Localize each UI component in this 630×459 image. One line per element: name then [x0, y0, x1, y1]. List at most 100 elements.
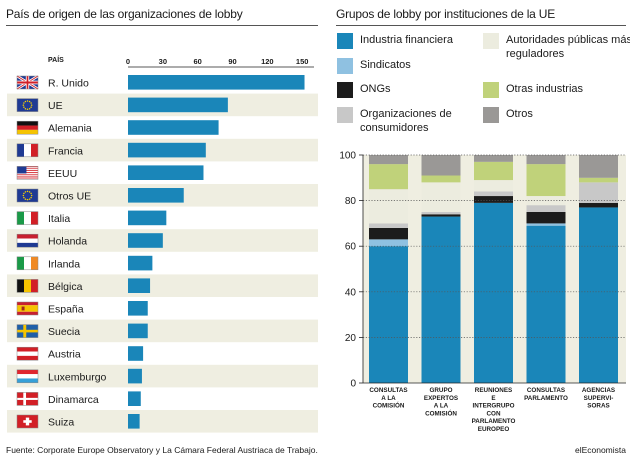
stacked-segment — [474, 202, 513, 383]
legend-label: Organizaciones de consumidores — [360, 108, 452, 134]
stacked-segment — [421, 214, 461, 217]
country-bar — [128, 301, 148, 316]
country-label: Otros UE — [48, 191, 91, 203]
country-bar — [128, 75, 305, 90]
usa-flag-icon — [16, 166, 39, 180]
country-bar — [128, 255, 153, 271]
italy-flag-icon — [16, 211, 39, 225]
stacked-segment — [526, 212, 566, 224]
france-flag-icon — [16, 143, 39, 158]
stacked-segment — [526, 205, 566, 212]
row-shade — [7, 364, 318, 388]
country-bar-chart: PAÍS 0 30 60 90 120 150 R. Unido UE Alemania Fran… — [7, 55, 318, 433]
stacked-segment — [474, 161, 513, 181]
country-label: Italia — [48, 213, 70, 225]
legend-label: ONGs — [360, 83, 391, 95]
country-label: Dinamarca — [48, 394, 99, 406]
country-bar — [128, 368, 142, 384]
country-bar — [128, 414, 140, 429]
legend-swatch — [337, 58, 353, 74]
legend-swatch — [337, 82, 353, 98]
legend-swatch — [337, 33, 353, 49]
legend-label: Autoridades públicas más reguladores — [506, 34, 630, 60]
spain-flag-icon — [16, 301, 39, 316]
legend-item: Organizaciones de consumidores — [337, 107, 490, 135]
country-bar — [128, 97, 228, 113]
country-bar — [128, 323, 148, 339]
stacked-segment — [369, 189, 408, 224]
country-bar — [128, 165, 204, 180]
germany-flag-icon — [16, 120, 39, 135]
row-shade — [7, 274, 318, 297]
stacked-segment — [474, 191, 513, 197]
luxembourg-flag-icon — [16, 369, 39, 384]
legend-swatch — [337, 107, 353, 123]
stacked-segment — [421, 212, 461, 215]
country-bar — [128, 233, 163, 248]
country-bar — [128, 142, 206, 158]
stacked-segment — [474, 180, 513, 192]
stacked-segment — [369, 164, 408, 190]
country-label: Luxemburgo — [48, 371, 107, 383]
stacked-segment — [421, 182, 461, 212]
stacked-segment — [579, 202, 618, 208]
left-title-rule — [6, 25, 318, 26]
x-tick-label: 30 — [159, 57, 167, 66]
y-tick-label: 20 — [345, 333, 357, 344]
country-column-header: PAÍS — [48, 55, 64, 64]
country-label: Austria — [48, 349, 81, 361]
stacked-segment — [579, 177, 618, 183]
country-label: Irlanda — [48, 258, 80, 270]
stacked-segment — [526, 155, 566, 165]
country-bar — [128, 210, 167, 226]
legend-item: Autoridades públicas más reguladores — [483, 33, 630, 61]
country-label: Francia — [48, 145, 83, 157]
stacked-segment — [369, 155, 408, 165]
y-tick-label: 60 — [345, 242, 357, 253]
source-note: Fuente: Corporate Europe Observatory y L… — [6, 445, 318, 455]
category-label: AGENCIAS SUPERVI-SORAS — [582, 387, 615, 410]
stacked-segment — [526, 225, 566, 383]
stacked-segment — [526, 164, 566, 197]
legend-item: Otros — [483, 107, 630, 123]
country-label: Alemania — [48, 123, 92, 135]
stacked-segment — [474, 196, 513, 203]
legend-swatch — [483, 107, 499, 123]
legend-label: Sindicatos — [360, 59, 411, 71]
belgium-flag-icon — [16, 279, 39, 293]
country-bar — [128, 188, 184, 203]
stacked-segment — [369, 227, 408, 240]
brand-logo: elEconomista — [574, 445, 626, 455]
country-label: España — [48, 304, 84, 316]
category-label: GRUPO EXPERTOS A LA COMISIÓN — [424, 387, 458, 417]
country-label: Bélgica — [48, 281, 83, 293]
eu-flag-icon — [16, 188, 39, 203]
legend-item: ONGs — [337, 82, 490, 98]
stacked-segment — [369, 239, 408, 247]
stacked-segment — [421, 175, 461, 183]
country-label: EEUU — [48, 168, 77, 180]
legend-item: Industria financiera — [337, 33, 490, 49]
x-tick-label: 120 — [261, 57, 274, 66]
left-chart-title: País de origen de las organizaciones de … — [6, 7, 243, 21]
stacked-segment — [369, 246, 408, 383]
uk-flag-icon — [16, 74, 39, 91]
x-tick-label: 0 — [126, 57, 130, 66]
stacked-segment — [579, 182, 618, 203]
y-tick-label: 80 — [345, 196, 357, 207]
y-tick-label: 40 — [345, 287, 357, 298]
category-label: CONSULTAS PARLAMENTO — [524, 387, 568, 402]
stacked-segment — [421, 216, 461, 383]
y-tick-label: 100 — [339, 151, 356, 162]
country-label: Suecia — [48, 326, 80, 338]
switzerland-flag-icon — [16, 414, 39, 429]
x-tick-label: 60 — [194, 57, 202, 66]
row-shade — [7, 319, 318, 343]
country-bar — [128, 391, 141, 406]
stacked-segment — [421, 155, 461, 176]
country-bar — [128, 278, 151, 293]
x-tick-label: 150 — [296, 57, 309, 66]
stacked-bar-chart: CONSULTAS A LA COMISIÓN GRUPO EXPERTOS A LA CO… — [339, 151, 626, 433]
country-label: Suiza — [48, 417, 74, 429]
right-title-rule — [336, 25, 626, 26]
